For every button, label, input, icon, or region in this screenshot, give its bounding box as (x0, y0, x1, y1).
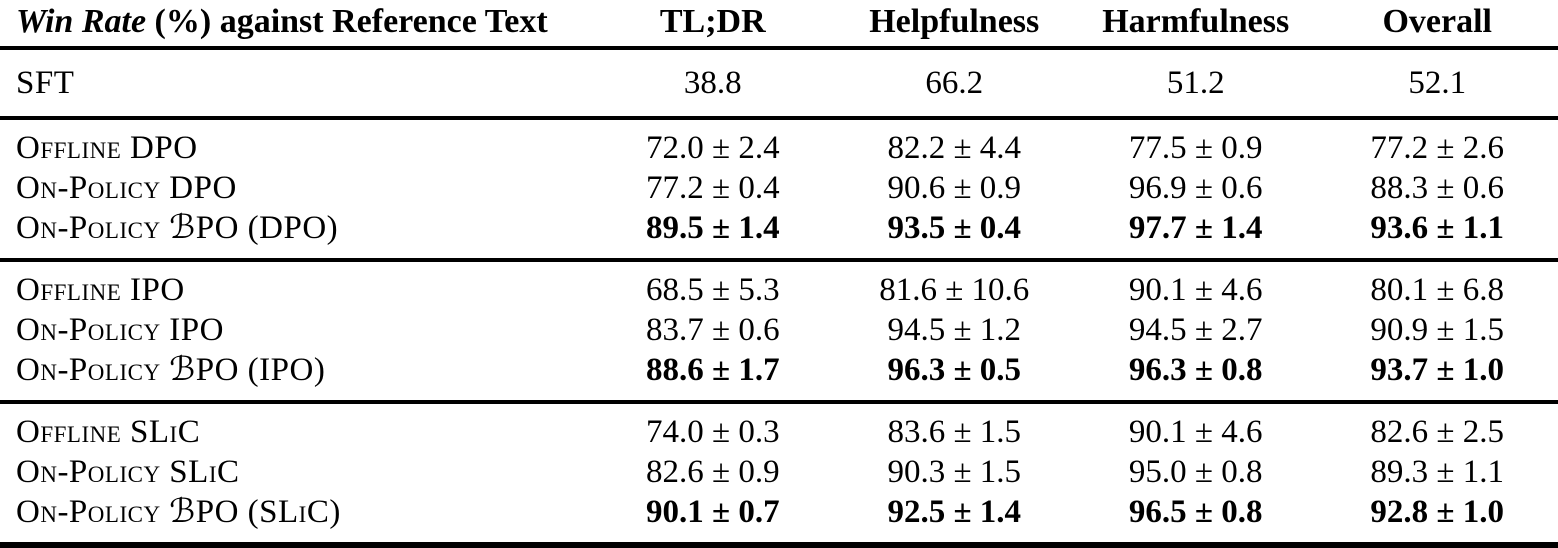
row-label: On-Policy ℬPO (DPO) (0, 208, 593, 262)
value-cell: 92.5 ± 1.4 (833, 492, 1075, 548)
slic-section: Offline SLiC 74.0 ± 0.3 83.6 ± 1.5 90.1 … (0, 402, 1558, 548)
row-label: On-Policy SLiC (16, 454, 240, 490)
value-cell: 74.0 ± 0.3 (645, 414, 780, 450)
value-cell: 77.2 ± 0.4 (645, 170, 780, 206)
value-cell: 72.0 ± 2.4 (645, 130, 780, 166)
value-cell: 82.6 ± 0.9 (645, 454, 780, 490)
table-row-offline-dpo: Offline DPO 72.0 ± 2.4 82.2 ± 4.4 77.5 ±… (0, 118, 1558, 168)
value-cell: 38.8 (592, 48, 834, 120)
value-cell: 96.5 ± 0.8 (1075, 492, 1317, 548)
value-cell: 88.3 ± 0.6 (1370, 170, 1505, 206)
value-cell: 89.3 ± 1.1 (1370, 454, 1505, 490)
value-cell: 90.1 ± 4.6 (1128, 272, 1263, 308)
value-cell: 83.7 ± 0.6 (645, 312, 780, 348)
row-label: Offline SLiC (16, 414, 201, 450)
table-row-onpolicy-bpo-ipo: On-Policy ℬPO (IPO) 88.6 ± 1.7 96.3 ± 0.… (0, 350, 1558, 404)
value-cell: 93.5 ± 0.4 (833, 208, 1075, 262)
value-cell: 88.6 ± 1.7 (592, 350, 834, 404)
value-cell: 94.5 ± 2.7 (1128, 312, 1263, 348)
value-cell: 81.6 ± 10.6 (879, 272, 1030, 308)
row-label: Offline DPO (16, 130, 198, 166)
row-label: Offline IPO (16, 272, 185, 308)
value-cell: 77.5 ± 0.9 (1128, 130, 1263, 166)
value-cell: 90.1 ± 4.6 (1128, 414, 1263, 450)
value-cell: 90.9 ± 1.5 (1370, 312, 1505, 348)
column-header-harmfulness: Harmfulness (1075, 0, 1317, 50)
value-cell: 77.2 ± 2.6 (1370, 130, 1505, 166)
row-label: On-Policy ℬPO (SLiC) (0, 492, 593, 548)
ipo-section: Offline IPO 68.5 ± 5.3 81.6 ± 10.6 90.1 … (0, 260, 1558, 404)
value-cell: 82.6 ± 2.5 (1370, 414, 1505, 450)
header-row: Win Rate (%) against Reference Text TL;D… (0, 0, 1558, 50)
value-cell: 95.0 ± 0.8 (1128, 454, 1263, 490)
table-row-onpolicy-ipo: On-Policy IPO 83.7 ± 0.6 94.5 ± 1.2 94.5… (0, 310, 1558, 350)
table-row-offline-ipo: Offline IPO 68.5 ± 5.3 81.6 ± 10.6 90.1 … (0, 260, 1558, 310)
value-cell: 51.2 (1075, 48, 1317, 120)
column-header-overall: Overall (1316, 0, 1558, 50)
table-row-onpolicy-bpo-dpo: On-Policy ℬPO (DPO) 89.5 ± 1.4 93.5 ± 0.… (0, 208, 1558, 262)
value-cell: 52.1 (1316, 48, 1558, 120)
value-cell: 89.5 ± 1.4 (592, 208, 834, 262)
table-title-rest: (%) against Reference Text (146, 3, 548, 40)
value-cell: 68.5 ± 5.3 (645, 272, 780, 308)
column-header-tldr: TL;DR (592, 0, 834, 50)
value-cell: 96.3 ± 0.8 (1075, 350, 1317, 404)
value-cell: 94.5 ± 1.2 (887, 312, 1022, 348)
row-label: On-Policy IPO (16, 312, 224, 348)
table-title-italic: Win Rate (16, 3, 147, 40)
table-row-offline-slic: Offline SLiC 74.0 ± 0.3 83.6 ± 1.5 90.1 … (0, 402, 1558, 452)
table-header: Win Rate (%) against Reference Text TL;D… (0, 0, 1558, 50)
value-cell: 90.1 ± 0.7 (592, 492, 834, 548)
value-cell: 66.2 (833, 48, 1075, 120)
value-cell: 83.6 ± 1.5 (887, 414, 1022, 450)
value-cell: 92.8 ± 1.0 (1316, 492, 1558, 548)
value-cell: 97.7 ± 1.4 (1075, 208, 1317, 262)
table-row-onpolicy-slic: On-Policy SLiC 82.6 ± 0.9 90.3 ± 1.5 95.… (0, 452, 1558, 492)
value-cell: 82.2 ± 4.4 (887, 130, 1022, 166)
baseline-section: SFT 38.8 66.2 51.2 52.1 (0, 48, 1558, 120)
value-cell: 80.1 ± 6.8 (1370, 272, 1505, 308)
value-cell: 90.6 ± 0.9 (887, 170, 1022, 206)
row-label: On-Policy DPO (16, 170, 237, 206)
column-header-helpfulness: Helpfulness (833, 0, 1075, 50)
table-row-sft: SFT 38.8 66.2 51.2 52.1 (0, 48, 1558, 120)
dpo-section: Offline DPO 72.0 ± 2.4 82.2 ± 4.4 77.5 ±… (0, 118, 1558, 262)
row-label: SFT (0, 48, 593, 120)
value-cell: 90.3 ± 1.5 (887, 454, 1022, 490)
table-title: Win Rate (%) against Reference Text (0, 0, 593, 50)
table-row-onpolicy-bpo-slic: On-Policy ℬPO (SLiC) 90.1 ± 0.7 92.5 ± 1… (0, 492, 1558, 548)
value-cell: 93.7 ± 1.0 (1316, 350, 1558, 404)
row-label: On-Policy ℬPO (IPO) (0, 350, 593, 404)
table-row-onpolicy-dpo: On-Policy DPO 77.2 ± 0.4 90.6 ± 0.9 96.9… (0, 168, 1558, 208)
value-cell: 93.6 ± 1.1 (1316, 208, 1558, 262)
value-cell: 96.9 ± 0.6 (1128, 170, 1263, 206)
value-cell: 96.3 ± 0.5 (833, 350, 1075, 404)
